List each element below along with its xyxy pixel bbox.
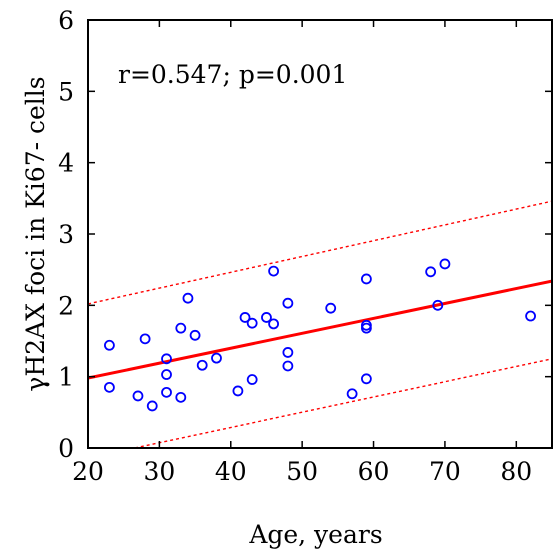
data-point [104, 381, 115, 393]
data-point [232, 385, 244, 397]
data-point [282, 347, 294, 358]
ci-upper-line [88, 200, 552, 305]
x-tick-label: 60 [358, 457, 390, 486]
data-point [104, 339, 115, 351]
data-point [182, 292, 194, 304]
x-tick-label: 70 [429, 457, 461, 486]
ci-lower-line [131, 358, 552, 448]
data-point [146, 400, 158, 412]
data-point [261, 312, 272, 323]
y-tick-label: 1 [58, 363, 74, 392]
data-point [432, 299, 444, 311]
y-tick-label: 4 [58, 149, 74, 178]
y-tick-label: 2 [58, 291, 74, 320]
data-point [360, 273, 372, 285]
data-point [175, 322, 187, 334]
data-point [360, 373, 372, 385]
data-point [346, 388, 358, 400]
x-tick-label: 40 [215, 457, 247, 486]
y-axis-title: γH2AX foci in Ki67- cells [21, 76, 50, 391]
data-point [161, 353, 172, 365]
y-tick-label: 0 [58, 434, 74, 463]
y-tick-label: 3 [58, 220, 74, 249]
data-point [425, 266, 437, 278]
correlation-annotation: r=0.547; p=0.001 [118, 60, 347, 89]
data-point [132, 390, 144, 402]
data-point [189, 329, 201, 341]
data-point [239, 312, 251, 323]
data-point [139, 333, 151, 345]
x-tick-label: 50 [286, 457, 318, 486]
x-axis-title: Age, years [248, 520, 382, 549]
data-point [525, 310, 536, 322]
regression-line [88, 279, 552, 380]
data-point [439, 258, 451, 270]
data-point [246, 317, 258, 329]
data-point [360, 322, 372, 334]
x-tick-label: 30 [143, 457, 175, 486]
data-point [196, 359, 208, 371]
data-point [282, 360, 294, 372]
x-tick-label: 20 [72, 457, 104, 486]
data-point [268, 265, 280, 277]
y-tick-label: 5 [58, 77, 74, 106]
data-point [175, 391, 187, 403]
data-point [161, 386, 172, 398]
data-point [161, 369, 172, 380]
data-point [282, 297, 294, 309]
data-point [211, 352, 222, 364]
data-point [268, 318, 280, 330]
x-tick-label: 80 [500, 457, 532, 486]
y-tick-label: 6 [58, 6, 74, 35]
data-point [246, 374, 258, 385]
data-point [325, 302, 337, 314]
